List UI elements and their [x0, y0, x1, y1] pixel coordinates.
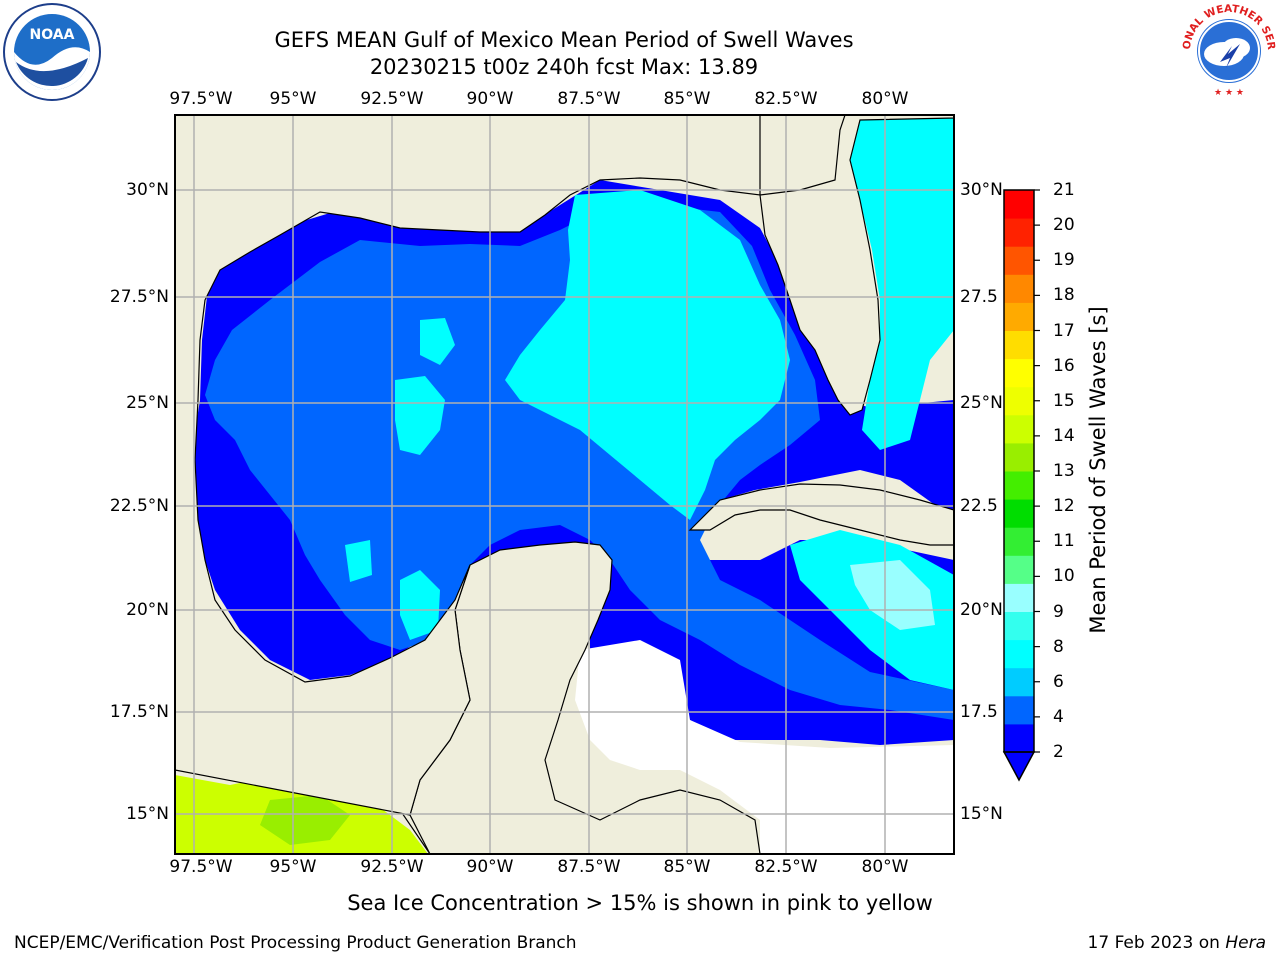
colorbar-tick-label: 21: [1053, 180, 1075, 200]
colorbar-swatch: [1004, 218, 1034, 247]
map-frame: [174, 114, 955, 855]
lat-label-right: 22.5: [960, 496, 998, 516]
lon-label-top: 82.5°W: [754, 89, 818, 109]
lon-label-top: 90°W: [466, 89, 514, 109]
colorbar-swatch: [1004, 499, 1034, 528]
colorbar-swatch: [1004, 583, 1034, 612]
no-data-region: [575, 640, 954, 854]
swell-region-cyan-small: [420, 318, 455, 365]
colorbar-swatch: [1004, 414, 1034, 444]
lat-label-left: 30°N: [126, 180, 169, 200]
svg-text:★ ★ ★: ★ ★ ★: [1214, 88, 1244, 98]
colorbar-tick-label: 14: [1053, 425, 1075, 446]
colorbar-tick-label: 2: [1053, 742, 1064, 762]
lon-label-bottom: 80°W: [861, 857, 909, 877]
swell-region-cyan-atlantic: [845, 115, 954, 450]
colorbar-tick-label: 13: [1053, 461, 1075, 481]
noaa-logo-text: NOAA: [30, 27, 75, 43]
lon-label-bottom: 85°W: [663, 857, 711, 877]
colorbar-swatch: [1004, 723, 1034, 753]
lat-label-left: 15°N: [126, 804, 169, 824]
lon-label-top: 92.5°W: [360, 89, 424, 109]
colorbar-swatch: [1004, 667, 1034, 697]
swell-region-cyan-east: [505, 190, 790, 520]
footer-credit: NCEP/EMC/Verification Post Processing Pr…: [14, 933, 577, 953]
lat-label-right: 20°N: [960, 600, 1003, 620]
swell-region-lightcyan: [850, 560, 935, 630]
lon-label-top: 85°W: [663, 89, 711, 109]
lon-label-bottom: 82.5°W: [754, 857, 818, 877]
colorbar-swatch: [1004, 190, 1034, 219]
colorbar-tick-label: 19: [1053, 250, 1075, 271]
colorbar-extend-arrow: [1002, 751, 1036, 782]
colorbar-swatch: [1004, 639, 1034, 669]
colorbar-tick-label: 9: [1053, 601, 1064, 622]
colorbar-swatch: [1004, 471, 1034, 500]
lon-label-bottom: 97.5°W: [169, 857, 233, 877]
lat-label-left: 17.5°N: [109, 702, 169, 722]
colorbar-tick-label: 12: [1053, 496, 1075, 517]
colorbar-tick-label: 18: [1053, 285, 1075, 306]
colorbar-tick-label: 11: [1053, 531, 1075, 552]
colorbar-swatch: [1004, 695, 1034, 725]
lon-label-bottom: 92.5°W: [360, 857, 424, 877]
lon-label-bottom: 87.5°W: [557, 857, 621, 877]
footer-host: Hera: [1225, 933, 1266, 953]
colorbar-tick-label: 16: [1053, 355, 1075, 376]
colorbar: [1002, 189, 1040, 782]
colorbar-tick-label: 8: [1053, 636, 1064, 657]
map-field: [175, 115, 954, 854]
footer-date-text: 17 Feb 2023 on: [1087, 933, 1226, 953]
grid-lines: [175, 115, 954, 854]
lat-label-right: 30°N: [960, 180, 1003, 200]
lon-label-bottom: 95°W: [269, 857, 317, 877]
colorbar-tick-label: 6: [1053, 671, 1064, 692]
noaa-logo: NOAA: [3, 3, 101, 101]
lat-label-left: 27.5°N: [109, 287, 169, 307]
map-subtitle: 20230215 t00z 240h fcst Max: 13.89: [369, 55, 759, 79]
sea-ice-region-inner: [260, 795, 350, 845]
lon-label-top: 95°W: [269, 89, 317, 109]
lat-label-right: 15°N: [960, 804, 1003, 824]
colorbar-swatch: [1004, 246, 1034, 275]
colorbar-tick-label: 17: [1053, 320, 1075, 341]
colorbar-swatch: [1004, 555, 1034, 584]
colorbar-swatch: [1004, 358, 1034, 388]
swell-region-cyan-small: [395, 376, 445, 455]
colorbar-tick-label: 15: [1053, 390, 1075, 411]
colorbar-swatch: [1004, 386, 1034, 416]
lon-label-bottom: 90°W: [466, 857, 514, 877]
swell-region-cyan-small: [345, 540, 372, 582]
colorbar-swatch: [1004, 302, 1034, 331]
lon-label-top: 87.5°W: [557, 89, 621, 109]
sea-ice-note: Sea Ice Concentration > 15% is shown in …: [347, 891, 933, 915]
colorbar-tick-label: 20: [1053, 215, 1075, 236]
colorbar-tick-label: 10: [1053, 566, 1075, 587]
colorbar-tick-label: 4: [1053, 706, 1064, 727]
colorbar-label: Mean Period of Swell Waves [s]: [1086, 306, 1110, 634]
colorbar-swatch: [1004, 442, 1034, 472]
colorbar-swatch: [1004, 527, 1034, 556]
lat-label-right: 27.5: [960, 287, 998, 307]
lon-label-top: 97.5°W: [169, 89, 233, 109]
lat-label-right: 17.5: [960, 702, 998, 722]
lat-label-left: 25°N: [126, 393, 169, 413]
nws-logo: NATIONAL WEATHER SERVICE ★ ★ ★: [1180, 2, 1277, 98]
colorbar-swatch: [1004, 611, 1034, 641]
colorbar-swatch: [1004, 274, 1034, 303]
map-title: GEFS MEAN Gulf of Mexico Mean Period of …: [274, 28, 854, 52]
footer-date: 17 Feb 2023 on Hera: [1088, 933, 1266, 953]
land-cuba: [688, 483, 954, 546]
lon-label-top: 80°W: [861, 89, 909, 109]
colorbar-swatch: [1004, 330, 1034, 360]
lat-label-right: 25°N: [960, 393, 1003, 413]
lat-label-left: 22.5°N: [109, 496, 169, 516]
lat-label-left: 20°N: [126, 600, 169, 620]
swell-region-cyan-small: [400, 570, 440, 640]
